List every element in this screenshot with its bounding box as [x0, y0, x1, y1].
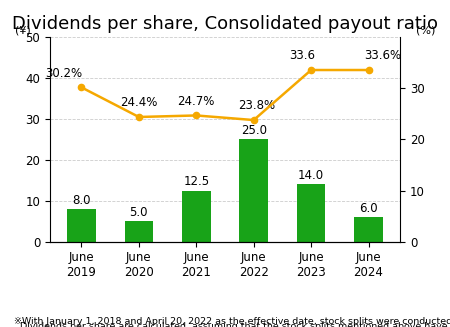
Text: 14.0: 14.0	[298, 169, 324, 182]
Text: 6.0: 6.0	[359, 202, 378, 215]
Text: 12.5: 12.5	[183, 176, 209, 188]
Bar	[182, 191, 211, 242]
Bar	[297, 184, 325, 242]
Text: 33.6: 33.6	[289, 49, 315, 62]
Text: 25.0: 25.0	[241, 124, 267, 137]
Bar	[354, 217, 383, 242]
Text: 23.8%: 23.8%	[238, 99, 275, 112]
Bar	[239, 139, 268, 242]
Text: Dividends per share are calculated, assuming that the stock splits mentioned abo: Dividends per share are calculated, assu…	[14, 322, 450, 327]
Bar	[67, 209, 96, 242]
Text: 24.7%: 24.7%	[178, 95, 215, 108]
Text: 8.0: 8.0	[72, 194, 91, 207]
Text: 30.2%: 30.2%	[45, 67, 83, 80]
Bar	[125, 221, 153, 242]
Title: Dividends per share, Consolidated payout ratio: Dividends per share, Consolidated payout…	[12, 15, 438, 33]
Text: 33.6%: 33.6%	[364, 49, 401, 62]
Text: (%): (%)	[416, 25, 435, 35]
Text: ※With January 1, 2018 and April 20, 2022 as the effective date, stock splits wer: ※With January 1, 2018 and April 20, 2022…	[14, 317, 450, 326]
Text: (¥): (¥)	[15, 25, 31, 35]
Text: 24.4%: 24.4%	[120, 96, 158, 109]
Text: 5.0: 5.0	[130, 206, 148, 219]
